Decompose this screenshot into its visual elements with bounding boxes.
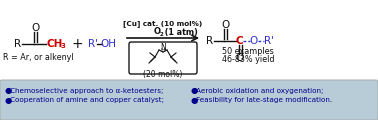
Text: O: O <box>236 53 244 63</box>
Text: Aerobic oxidation and oxygenation;: Aerobic oxidation and oxygenation; <box>196 88 323 94</box>
Text: Chemoselective approach to α-ketoesters;: Chemoselective approach to α-ketoesters; <box>10 88 163 94</box>
Text: O: O <box>31 23 39 33</box>
Text: O: O <box>154 27 161 36</box>
Text: 3: 3 <box>60 44 65 49</box>
Text: Feasibility for late-stage modification.: Feasibility for late-stage modification. <box>196 97 332 103</box>
Text: H: H <box>161 48 166 54</box>
Text: R: R <box>206 36 214 46</box>
Text: (20 mol%): (20 mol%) <box>143 71 183 79</box>
Text: Cooperation of amine and copper catalyst;: Cooperation of amine and copper catalyst… <box>10 97 164 103</box>
Text: +: + <box>71 37 83 51</box>
Text: ●: ● <box>5 96 12 105</box>
Text: CH: CH <box>47 39 63 49</box>
FancyBboxPatch shape <box>0 80 378 120</box>
Text: 46-83% yield: 46-83% yield <box>222 54 274 63</box>
Text: R': R' <box>264 36 274 46</box>
Text: [Cu] cat. (10 mol%): [Cu] cat. (10 mol%) <box>123 21 203 27</box>
Text: R = Ar, or alkenyl: R = Ar, or alkenyl <box>3 54 73 63</box>
Text: 50 examples: 50 examples <box>222 48 274 57</box>
Text: OH: OH <box>100 39 116 49</box>
Text: R': R' <box>88 39 98 49</box>
FancyBboxPatch shape <box>129 42 197 74</box>
Text: ●: ● <box>191 87 198 96</box>
Text: R: R <box>14 39 22 49</box>
Text: C: C <box>235 36 243 46</box>
Text: O: O <box>221 20 229 30</box>
Text: 2: 2 <box>160 31 163 36</box>
FancyArrowPatch shape <box>127 35 197 41</box>
Text: ●: ● <box>5 87 12 96</box>
Text: (1 atm): (1 atm) <box>162 27 198 36</box>
Text: O: O <box>250 36 258 46</box>
Text: N: N <box>160 44 166 53</box>
Bar <box>0 0 378 83</box>
Text: ●: ● <box>191 96 198 105</box>
